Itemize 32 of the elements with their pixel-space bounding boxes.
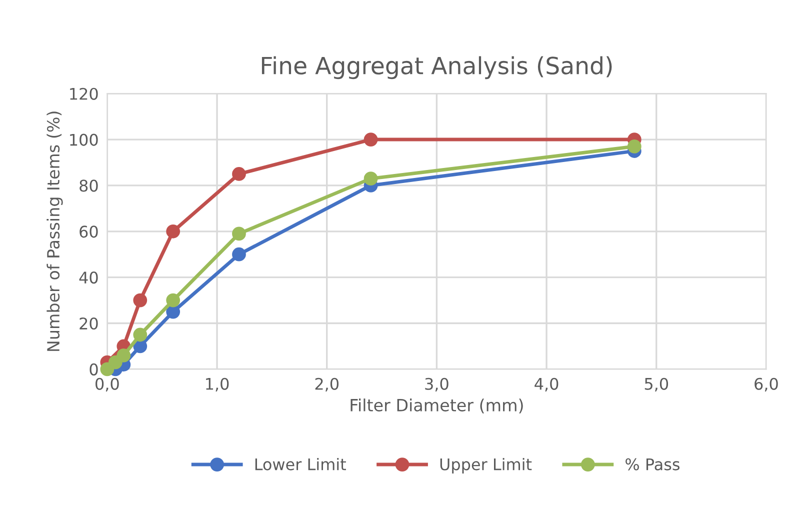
y-tick-label: 100: [70, 134, 98, 146]
y-tick-label: 20: [80, 317, 98, 330]
y-tick-label: 120: [70, 88, 98, 100]
y-tick-label: 60: [80, 226, 98, 238]
x-tick-label: 2,0: [315, 378, 339, 392]
x-tick-label: 0,0: [96, 378, 119, 392]
x-tick-label: 3,0: [425, 378, 448, 392]
x-tick-label: 1,0: [206, 378, 229, 392]
legend-label: Upper Limit: [440, 458, 532, 474]
point: [232, 247, 246, 262]
point: [133, 293, 148, 308]
point: [116, 348, 131, 362]
y-tick-label: 40: [79, 272, 98, 284]
legend-label: % Pass: [626, 458, 680, 470]
point: [166, 293, 180, 308]
point: [232, 167, 246, 181]
point: [364, 132, 378, 146]
legend-label: Lower Limit: [255, 458, 346, 470]
point: [627, 139, 642, 154]
x-axis-title: Filter Diameter (mm): [350, 398, 523, 414]
point: [133, 328, 148, 342]
y-tick-label: 80: [80, 180, 98, 192]
point: [166, 224, 180, 238]
y-axis-title: Number of Passing Items (%): [46, 112, 63, 351]
point: [166, 304, 180, 319]
point: [364, 172, 378, 186]
chart-title: Fine Aggregat Analysis (Sand): [262, 56, 612, 80]
x-tick-label: 6,0: [754, 378, 778, 392]
point: [232, 226, 246, 241]
x-tick-label: 5,0: [644, 378, 668, 392]
y-tick-label: 0: [90, 363, 98, 376]
x-tick-label: 4,0: [534, 378, 558, 392]
